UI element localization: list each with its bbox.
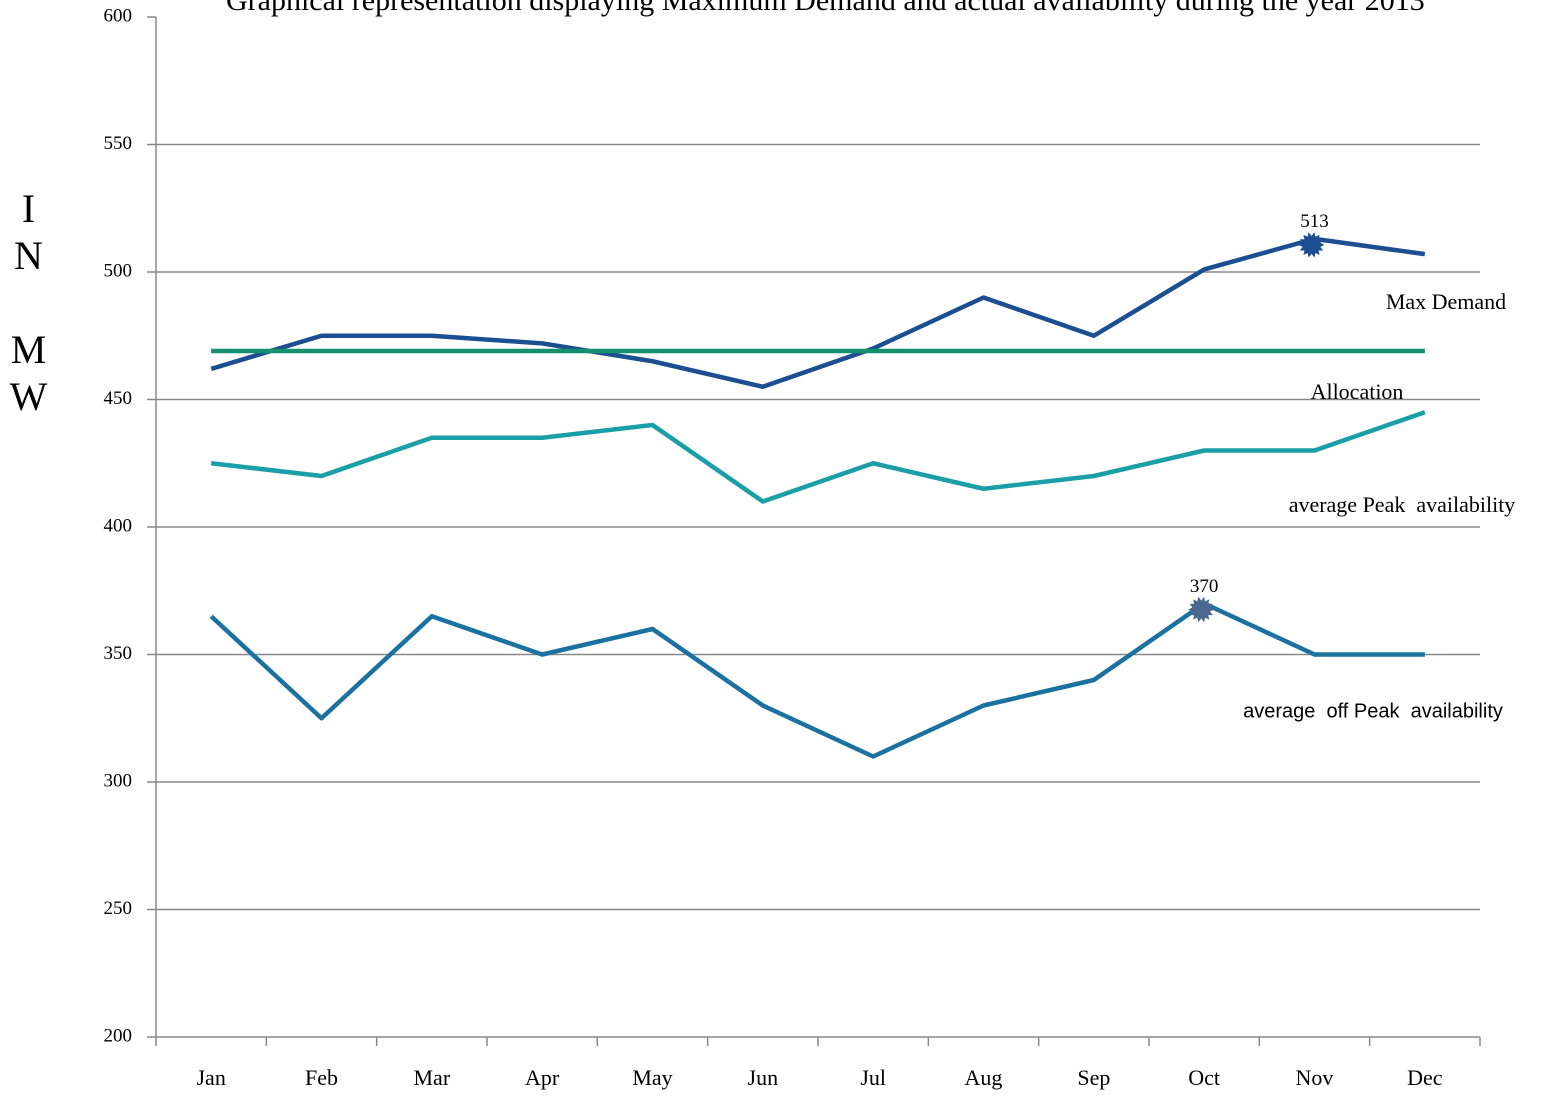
x-tick-label: Feb xyxy=(305,1065,338,1090)
y-tick-label: 250 xyxy=(104,898,133,919)
x-tick-label: Jan xyxy=(197,1065,226,1090)
y-tick-label: 450 xyxy=(104,388,133,409)
series-label: average off Peak availability xyxy=(1243,700,1503,722)
y-tick-label: 200 xyxy=(104,1025,133,1046)
y-axis-label: IN MW xyxy=(6,186,51,421)
x-tick-label: Jul xyxy=(860,1065,886,1090)
y-tick-label: 300 xyxy=(104,770,133,791)
series-line xyxy=(209,601,1425,759)
x-tick-label: Mar xyxy=(414,1065,451,1090)
data-marker xyxy=(1298,232,1325,258)
series-line xyxy=(210,236,1426,389)
x-tick-label: Jun xyxy=(748,1065,779,1090)
y-tick-label: 550 xyxy=(104,133,133,154)
y-tick-label: 400 xyxy=(104,515,133,536)
data-label: 370 xyxy=(1190,576,1219,597)
data-marker xyxy=(1188,596,1215,623)
series-label: Allocation xyxy=(1311,379,1404,404)
y-tick-label: 600 xyxy=(104,5,133,26)
x-tick-label: Nov xyxy=(1296,1065,1334,1090)
x-tick-label: May xyxy=(632,1065,672,1090)
series-label: Max Demand xyxy=(1386,289,1506,314)
y-tick-label: 350 xyxy=(104,643,133,664)
y-tick-label: 500 xyxy=(104,260,133,281)
x-tick-label: Oct xyxy=(1188,1065,1220,1090)
series-line xyxy=(210,410,1426,504)
x-tick-label: Sep xyxy=(1077,1065,1110,1090)
data-label: 513 xyxy=(1300,211,1329,232)
x-tick-label: Apr xyxy=(525,1065,560,1090)
series-label: average Peak availability xyxy=(1289,492,1516,517)
x-tick-label: Dec xyxy=(1407,1065,1443,1090)
x-tick-label: Aug xyxy=(965,1065,1003,1090)
chart-title: Graphical representation displaying Maxi… xyxy=(226,0,1425,17)
